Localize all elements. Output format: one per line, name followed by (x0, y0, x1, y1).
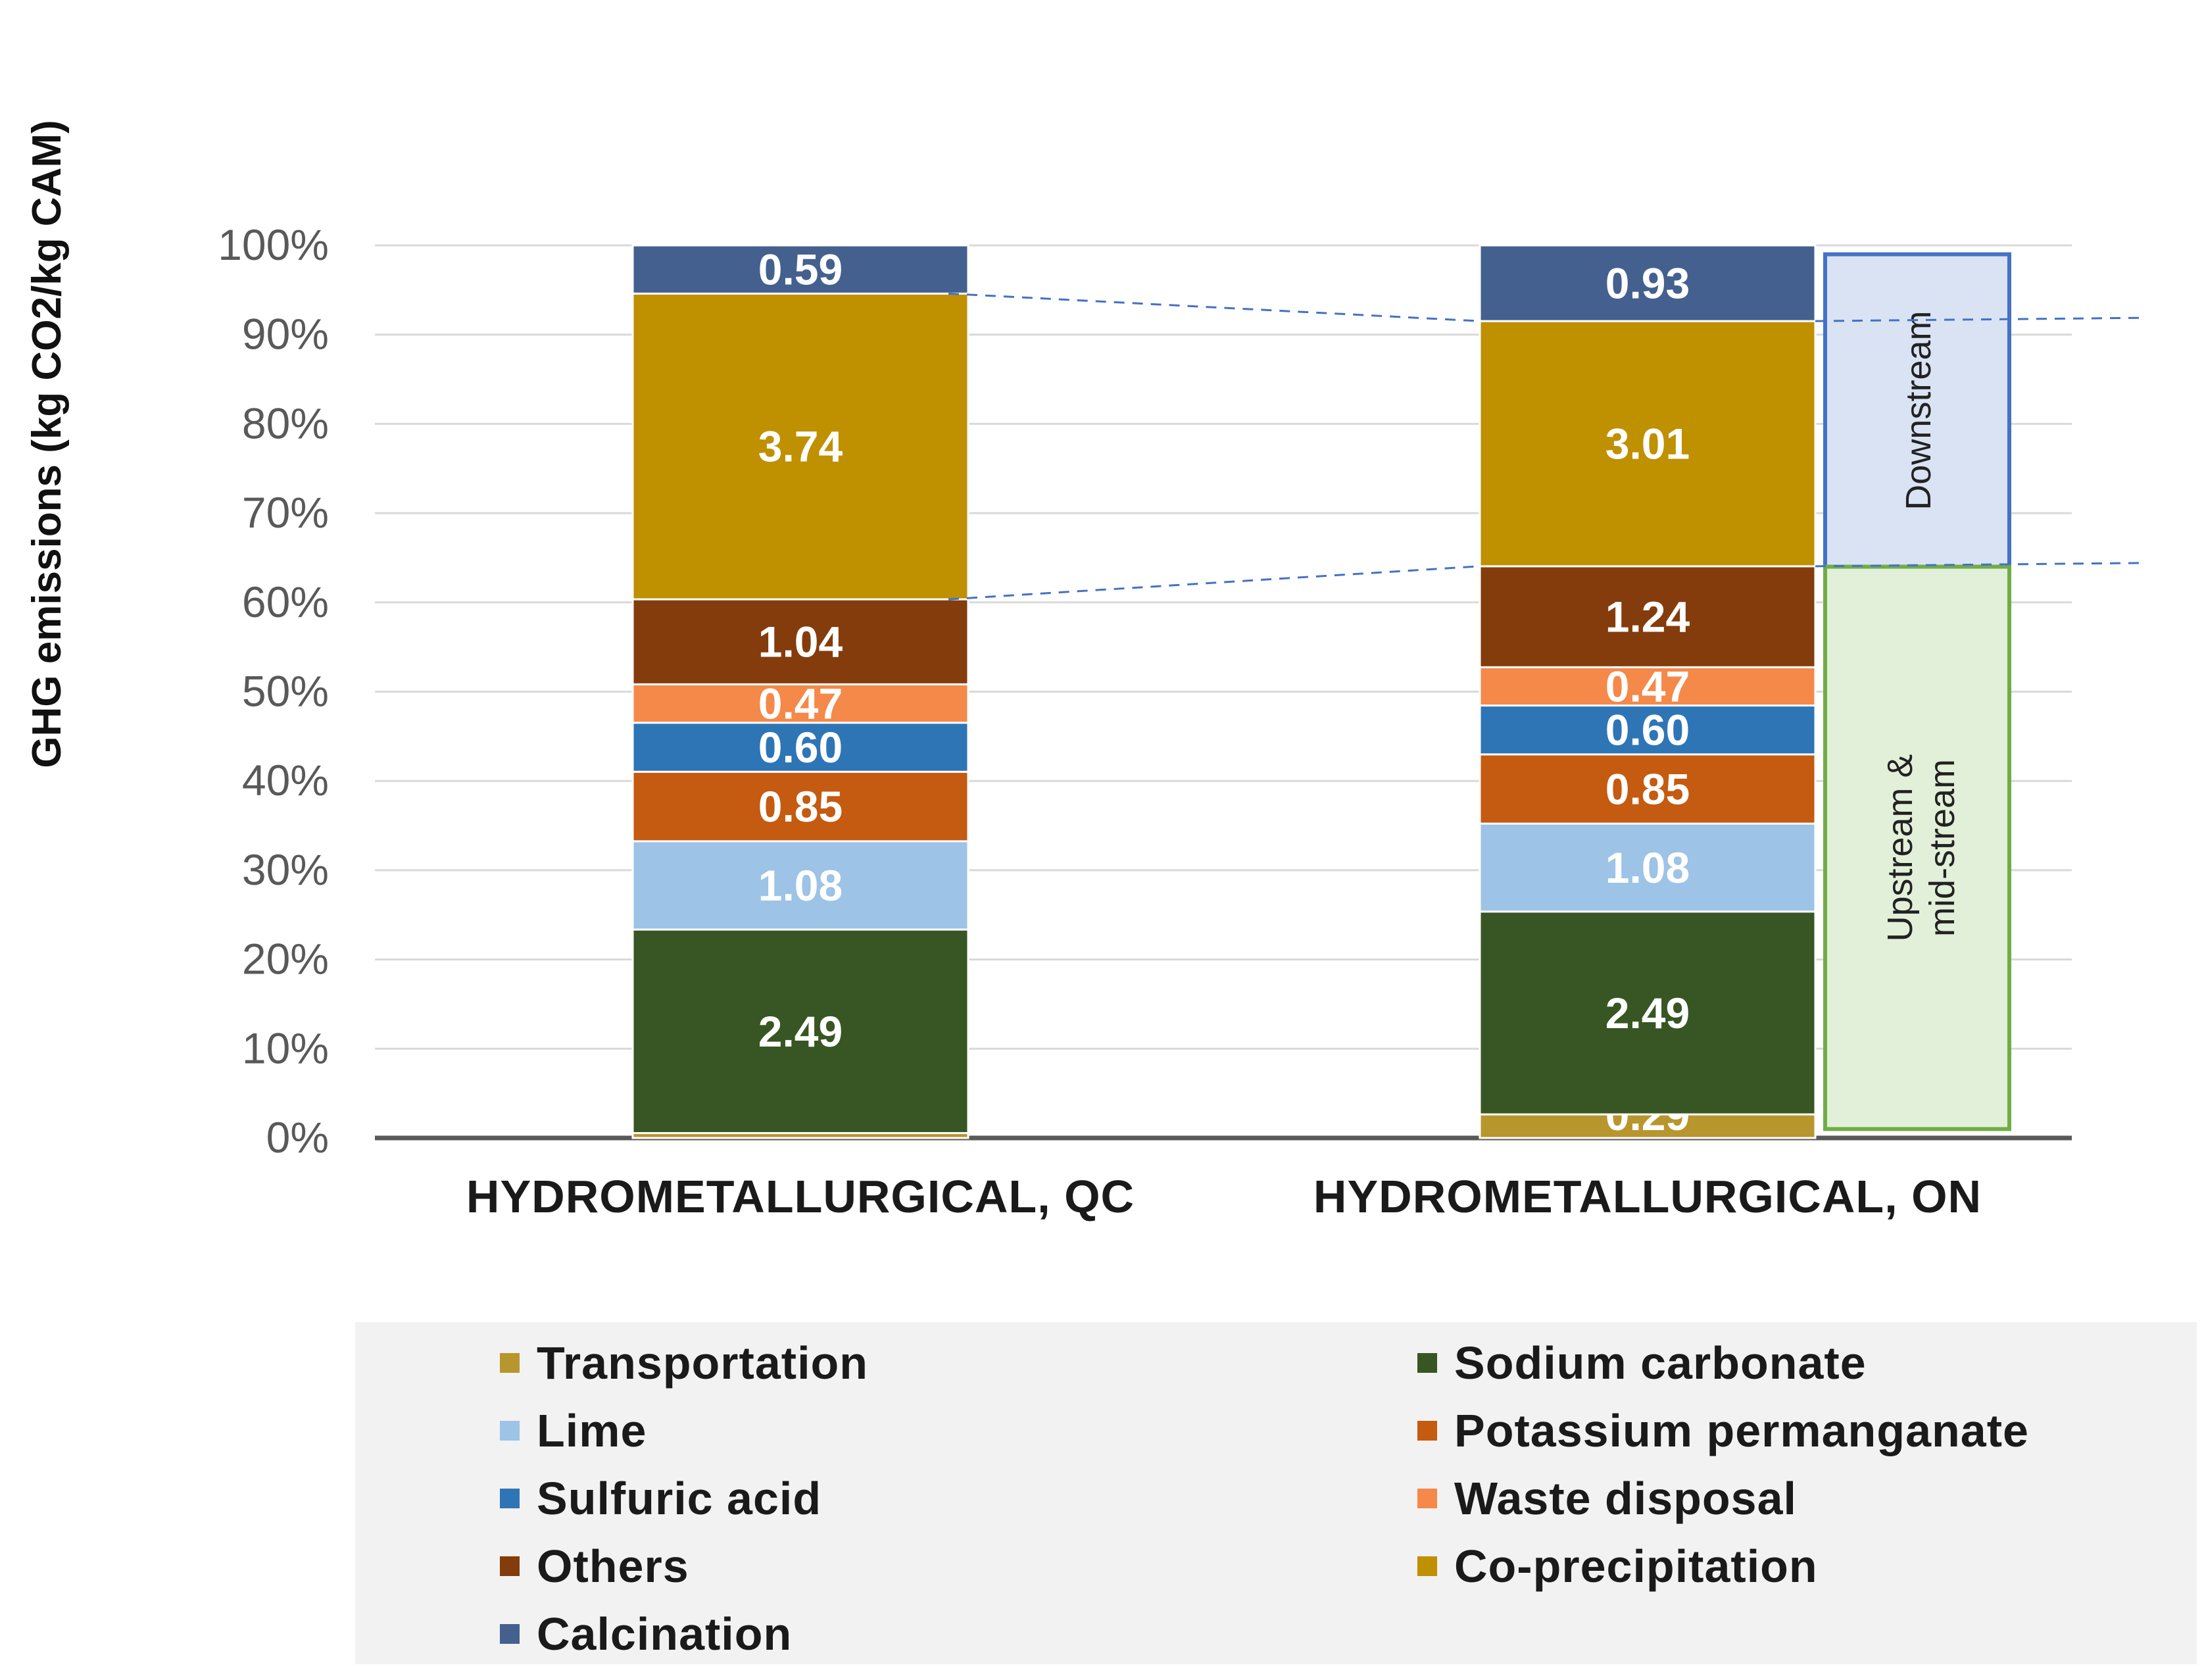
upstream-box (1823, 564, 2011, 1131)
y-axis-label: GHG emissions (kg CO2/kg CAM) (24, 120, 70, 768)
data-label: 3.74 (758, 422, 843, 471)
bar-segment-co-precipitation (1479, 320, 1817, 568)
bar-segment-calcination (631, 244, 969, 295)
legend: Transportation Sodium carbonate Lime Potass… (355, 1322, 2197, 1664)
data-label: 3.01 (1605, 419, 1690, 468)
data-label: 1.08 (1605, 843, 1690, 892)
data-label: 1.04 (758, 618, 843, 666)
y-tick-label: 100% (218, 220, 329, 269)
bar-segment-others (1479, 565, 1817, 668)
bar-segment-co-precipitation (631, 292, 969, 601)
data-label: 0.60 (758, 723, 843, 772)
bar-segment-waste-disposal (631, 683, 969, 724)
bar-segment-sodium-carbonate (1479, 910, 1817, 1116)
legend-swatch (1417, 1489, 1437, 1508)
legend-swatch (500, 1624, 520, 1644)
legend-label: Others (537, 1541, 689, 1592)
bars: 0.062.491.080.850.600.471.043.740.590.29… (631, 244, 1817, 1139)
data-label: 0.85 (1605, 764, 1690, 813)
data-label: 1.24 (1605, 593, 1690, 641)
data-label: 0.47 (1605, 662, 1690, 710)
legend-label: Sodium carbonate (1454, 1337, 1867, 1389)
y-tick-label: 50% (242, 667, 329, 716)
legend-item: Co-precipitation (1417, 1540, 1818, 1593)
y-tick-label: 80% (242, 399, 329, 447)
legend-item: Calcination (500, 1608, 792, 1660)
y-tick-label: 20% (242, 935, 329, 983)
legend-label: Transportation (537, 1337, 869, 1389)
legend-label: Sulfuric acid (537, 1473, 822, 1524)
y-tick-label: 70% (242, 488, 329, 537)
data-label: 0.47 (758, 679, 843, 728)
legend-item: Lime (500, 1404, 647, 1457)
y-axis-ticks: 0% 10% 20% 30% 40% 50% 60% 70% 80% 90% 100% (218, 220, 329, 1162)
bar-segment-waste-disposal (1479, 666, 1817, 707)
legend-item: Sulfuric acid (500, 1472, 821, 1525)
data-label: 0.85 (758, 782, 843, 831)
bar-segment-sulfuric-acid (1479, 704, 1817, 756)
legend-swatch (500, 1421, 520, 1441)
y-tick-label: 10% (242, 1024, 329, 1072)
legend-swatch (500, 1489, 520, 1508)
legend-swatch (1417, 1353, 1437, 1373)
legend-label: Waste disposal (1454, 1473, 1797, 1524)
y-tick-label: 90% (242, 310, 329, 358)
bar-segment-sulfuric-acid (631, 722, 969, 773)
y-tick-label: 40% (242, 756, 329, 804)
legend-swatch (1417, 1556, 1437, 1576)
data-label: 2.49 (1605, 989, 1690, 1037)
region-label: mid-stream (1922, 759, 1962, 937)
legend-swatch (500, 1556, 520, 1576)
bar-segment-calcination (1479, 244, 1817, 322)
y-tick-label: 30% (242, 845, 329, 894)
legend-item: Potassium permanganate (1417, 1404, 2029, 1457)
connector-line (948, 565, 1481, 601)
legend-item: Sodium carbonate (1417, 1337, 1867, 1389)
region-label: Downstream (1899, 310, 1938, 510)
legend-swatch (500, 1353, 520, 1373)
chart: 0%10%20%30%40%50%60%70%80%90%100% 0.062.… (24, 120, 2145, 1222)
x-category-label: HYDROMETALLURGICAL, ON (1313, 1171, 1982, 1222)
bar-segment-lime (631, 840, 969, 931)
legend-swatch (1417, 1421, 1437, 1441)
data-label: 2.49 (758, 1007, 843, 1056)
connector-line (948, 292, 1481, 322)
data-label: 0.59 (758, 245, 843, 294)
legend-label: Calcination (537, 1608, 793, 1660)
downstream-box (1823, 252, 2011, 569)
legend-label: Lime (537, 1405, 647, 1456)
data-label: 0.60 (1605, 706, 1690, 754)
y-tick-label: 0% (266, 1113, 329, 1162)
x-axis-categories: HYDROMETALLURGICAL, QC HYDROMETALLURGICAL… (466, 1171, 1982, 1222)
bar-segment-transportation (1479, 1113, 1817, 1139)
x-category-label: HYDROMETALLURGICAL, QC (466, 1171, 1135, 1222)
y-tick-label: 60% (242, 578, 329, 626)
region-annotations: Downstream Upstream & mid-stream (948, 252, 2145, 1131)
region-label: Upstream & (1880, 754, 1920, 941)
legend-label: Co-precipitation (1454, 1541, 1818, 1592)
data-label: 1.08 (758, 861, 843, 910)
bar-segment-sodium-carbonate (631, 928, 969, 1135)
legend-label: Potassium permanganate (1454, 1405, 2029, 1456)
data-label: 0.93 (1605, 259, 1690, 308)
legend-item: Waste disposal (1417, 1472, 1797, 1525)
bar-segment-lime (1479, 822, 1817, 913)
bar-segment-potassium-permanganate (1479, 753, 1817, 825)
legend-item: Others (500, 1540, 689, 1593)
gridlines (375, 244, 2072, 1141)
legend-item: Transportation (500, 1337, 868, 1389)
bar-segment-potassium-permanganate (631, 770, 969, 843)
